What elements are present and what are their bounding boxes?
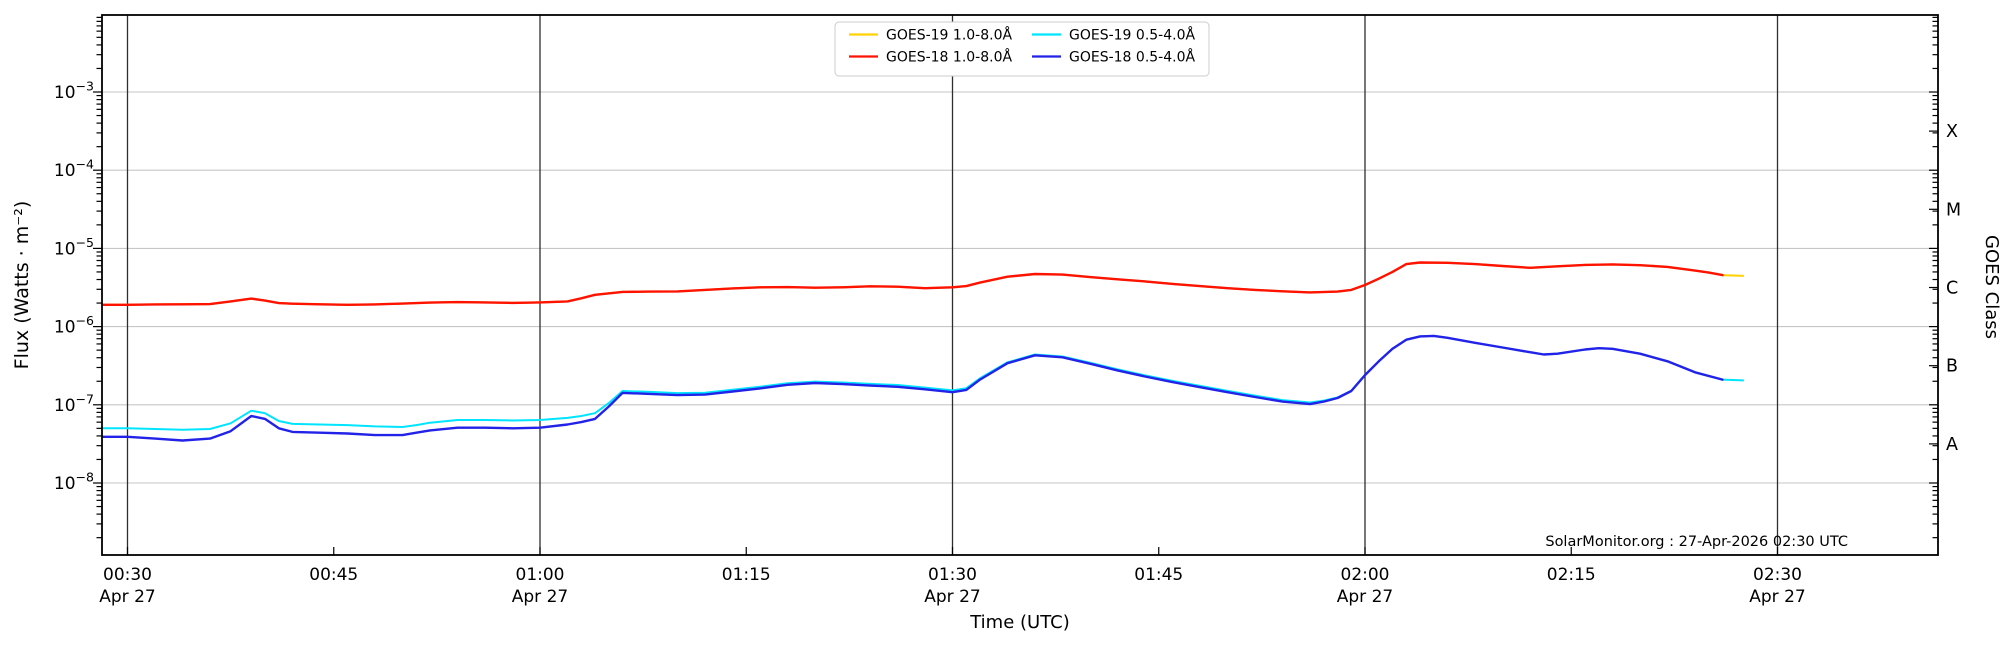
legend-entry: GOES-18 1.0-8.0Å: [849, 49, 1012, 66]
goes-class-label: M: [1946, 200, 1961, 220]
y-tick-labels: 10−3 10−4 10−5 10−6 10−7 10−8: [54, 79, 94, 495]
x-tick-label: 01:45: [1134, 565, 1183, 585]
x-tick-label: 00:45: [309, 565, 358, 585]
x-tick-label: 02:15: [1547, 565, 1596, 585]
x-tick-label: 01:00: [516, 565, 565, 585]
goes-class-label: C: [1946, 279, 1958, 299]
goes-class-label: X: [1946, 122, 1958, 142]
x-axis-label: Time (UTC): [969, 612, 1070, 633]
legend-entry: GOES-19 0.5-4.0Å: [1032, 27, 1195, 44]
y-tick-label: 10−4: [54, 157, 94, 182]
legend: GOES-19 1.0-8.0Å GOES-18 1.0-8.0Å GOES-19 …: [834, 21, 1210, 77]
x-tick-sublabel: Apr 27: [512, 587, 568, 607]
x-tick-label: 01:30: [928, 565, 977, 585]
axis-ticks: [93, 16, 1938, 555]
y-gridlines: [102, 91, 1938, 484]
flux-curves: [102, 261, 1745, 442]
x-tick-sublabel: Apr 27: [1337, 587, 1393, 607]
x-tick-sublabel: Apr 27: [924, 587, 980, 607]
legend-label: GOES-19 0.5-4.0Å: [1069, 27, 1195, 44]
y-tick-label: 10−7: [54, 391, 94, 416]
goes-class-labels: X M C B A: [1946, 122, 1961, 455]
plot-border: [101, 14, 1939, 556]
x-tick-label: 01:15: [722, 565, 771, 585]
x-tick-sublabel: Apr 27: [99, 587, 155, 607]
legend-label: GOES-19 1.0-8.0Å: [886, 27, 1012, 44]
x-tick-label: 02:00: [1341, 565, 1390, 585]
y-tick-label: 10−3: [54, 79, 94, 104]
goes-class-label: B: [1946, 357, 1958, 377]
legend-entry: GOES-18 0.5-4.0Å: [1032, 49, 1195, 66]
legend-label: GOES-18 1.0-8.0Å: [886, 49, 1012, 66]
y-tick-label: 10−6: [54, 313, 94, 338]
flux-curve-goes-19-1.0-8.0-: [102, 261, 1745, 306]
flux-curve-goes-18-0.5-4.0-: [102, 334, 1724, 442]
legend-entry: GOES-19 1.0-8.0Å: [849, 27, 1012, 44]
y-tick-label: 10−5: [54, 235, 94, 260]
watermark: SolarMonitor.org : 27-Apr-2026 02:30 UTC: [1545, 534, 1848, 550]
flux-curve-goes-19-0.5-4.0-: [102, 334, 1745, 431]
legend-box: [834, 21, 1210, 77]
goes-class-label: A: [1946, 435, 1958, 455]
x-tick-label: 00:30: [103, 565, 152, 585]
x-tick-label: 02:30: [1753, 565, 1802, 585]
x-tick-sublabel: Apr 27: [1749, 587, 1805, 607]
y-tick-label: 10−8: [54, 470, 94, 495]
x-gridlines: [126, 15, 1779, 555]
legend-label: GOES-18 0.5-4.0Å: [1069, 49, 1195, 66]
y-axis-label: Flux (Watts · m⁻²): [11, 201, 33, 370]
right-axis-label: GOES Class: [1981, 235, 2000, 339]
flux-curve-goes-18-1.0-8.0-: [102, 261, 1724, 306]
